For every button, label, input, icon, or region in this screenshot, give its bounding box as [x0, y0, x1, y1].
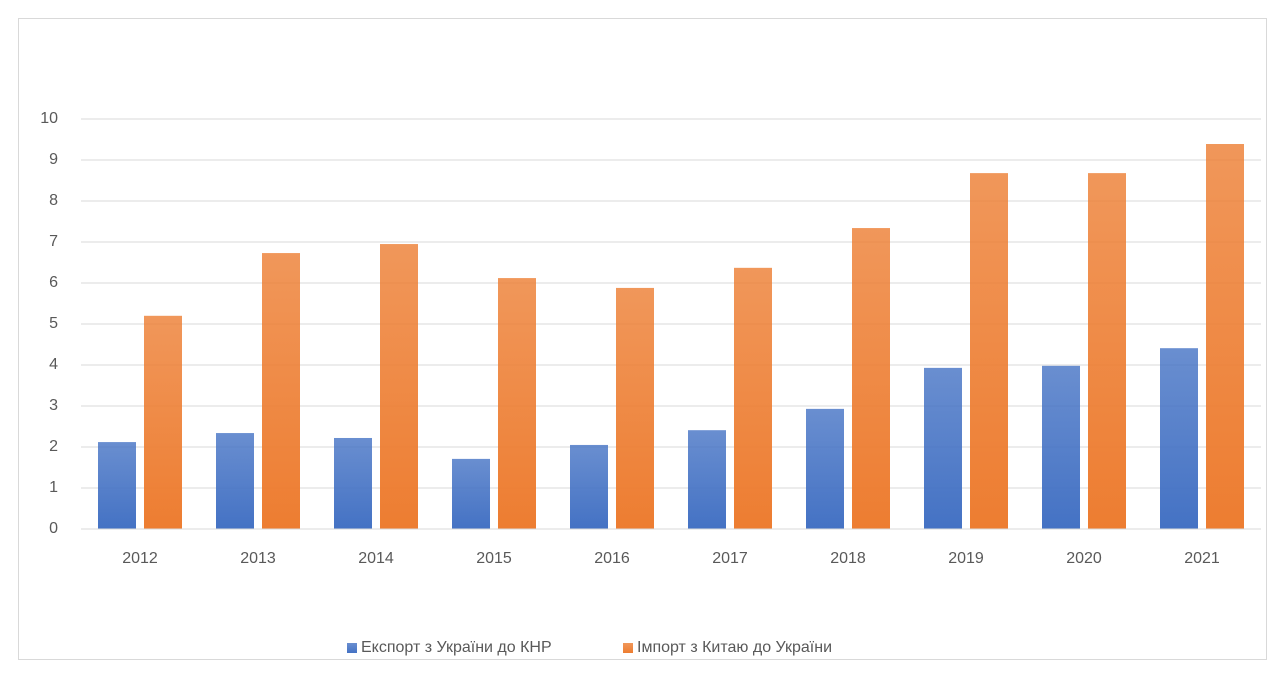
bar [570, 444, 608, 529]
bar [216, 433, 254, 529]
y-tick-label: 10 [40, 110, 58, 127]
y-tick-label: 4 [49, 356, 58, 373]
x-tick-label: 2013 [240, 550, 276, 567]
y-tick-label: 6 [49, 274, 58, 291]
bar [452, 458, 490, 529]
bar [1206, 144, 1244, 529]
bar [852, 228, 890, 529]
legend-swatch [347, 643, 357, 653]
x-tick-label: 2016 [594, 550, 630, 567]
bar [1042, 365, 1080, 529]
x-tick-label: 2019 [948, 550, 984, 567]
x-tick-label: 2018 [830, 550, 866, 567]
legend-label: Імпорт з Китаю до України [637, 639, 832, 656]
x-tick-label: 2012 [122, 550, 158, 567]
bar [924, 367, 962, 529]
bar [380, 244, 418, 530]
x-tick-label: 2015 [476, 550, 512, 567]
bar [734, 267, 772, 529]
bar [1088, 173, 1126, 529]
y-tick-label: 1 [49, 479, 58, 496]
y-tick-label: 2 [49, 438, 58, 455]
x-tick-label: 2014 [358, 550, 394, 567]
legend-swatch [623, 643, 633, 653]
bar [1160, 348, 1198, 529]
x-tick-label: 2020 [1066, 550, 1102, 567]
y-tick-label: 9 [49, 151, 58, 168]
bar [970, 173, 1008, 529]
legend-label: Експорт з України до КНР [361, 639, 552, 656]
bar [98, 442, 136, 529]
y-tick-label: 0 [49, 520, 58, 537]
y-tick-label: 5 [49, 315, 58, 332]
bar [334, 437, 372, 529]
y-tick-label: 7 [49, 233, 58, 250]
bar [144, 315, 182, 529]
x-tick-label: 2021 [1184, 550, 1220, 567]
bar [262, 253, 300, 529]
y-tick-label: 3 [49, 397, 58, 414]
x-tick-label: 2017 [712, 550, 748, 567]
bar [498, 278, 536, 529]
bar [616, 287, 654, 529]
y-tick-label: 8 [49, 192, 58, 209]
bar [806, 408, 844, 529]
bar [688, 430, 726, 529]
